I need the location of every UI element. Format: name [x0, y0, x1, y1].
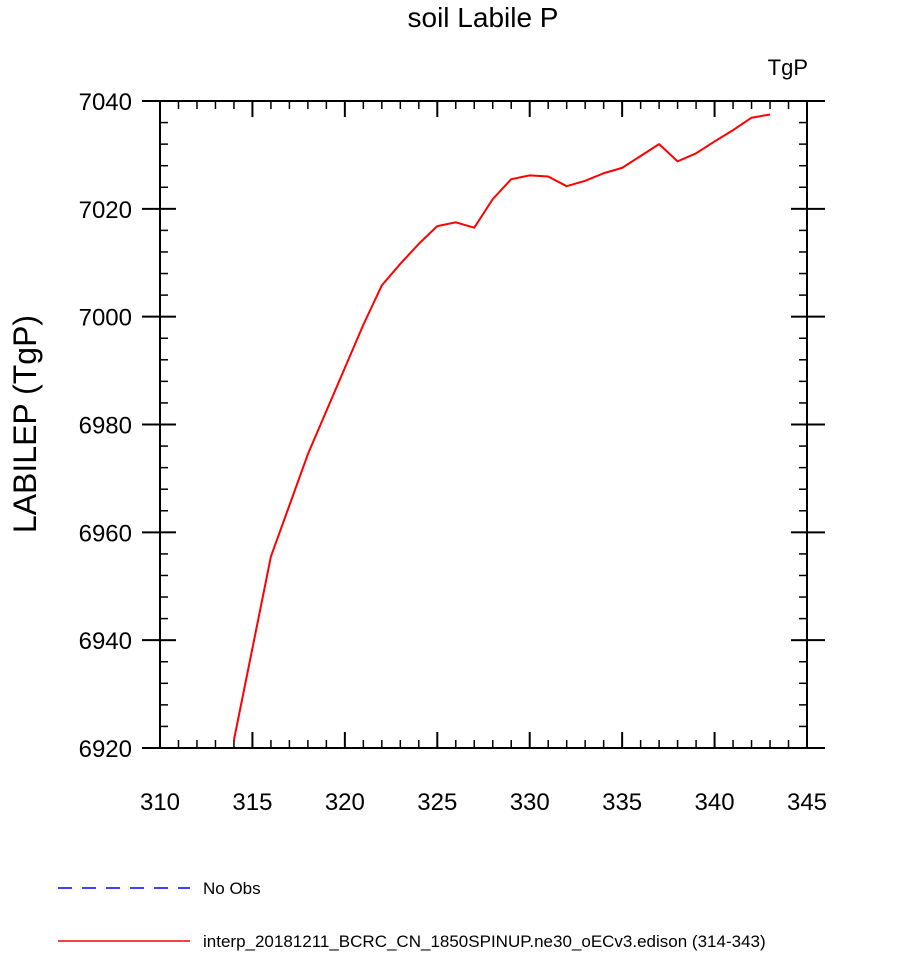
x-tick-label: 330 [510, 789, 550, 816]
y-tick-label: 7020 [79, 197, 132, 224]
y-tick-label: 6940 [79, 628, 132, 655]
y-tick-label: 7040 [79, 89, 132, 116]
y-tick-label: 6980 [79, 413, 132, 440]
plot-frame [159, 100, 808, 749]
tick-labels: 310 315 320 325 330 335 340 345 6920 6940 6960 6980… [79, 89, 827, 816]
legend-label-0: No Obs [203, 879, 261, 898]
y-tick-label: 7000 [79, 305, 132, 332]
x-tick-label: 315 [232, 789, 272, 816]
x-tick-label: 325 [417, 789, 457, 816]
x-tick-label: 345 [787, 789, 827, 816]
x-tick-label: 320 [325, 789, 365, 816]
x-tick-label: 310 [140, 789, 180, 816]
y-tick-label: 6920 [79, 736, 132, 763]
x-tick-label: 335 [602, 789, 642, 816]
legend: No Obs interp_20181211_BCRC_CN_1850SPINUP… [58, 879, 766, 951]
legend-label-1: interp_20181211_BCRC_CN_1850SPINUP.ne30_… [203, 932, 766, 951]
x-tick-label: 340 [695, 789, 735, 816]
y-axis-label: LABILEP (TgP) [7, 315, 43, 533]
y-tick-label: 6960 [79, 520, 132, 547]
series-lines [232, 113, 771, 741]
chart-title: soil Labile P [408, 2, 559, 33]
units-label: TgP [768, 55, 808, 80]
series-line-1 [232, 113, 771, 741]
axis-ticks [142, 100, 825, 749]
